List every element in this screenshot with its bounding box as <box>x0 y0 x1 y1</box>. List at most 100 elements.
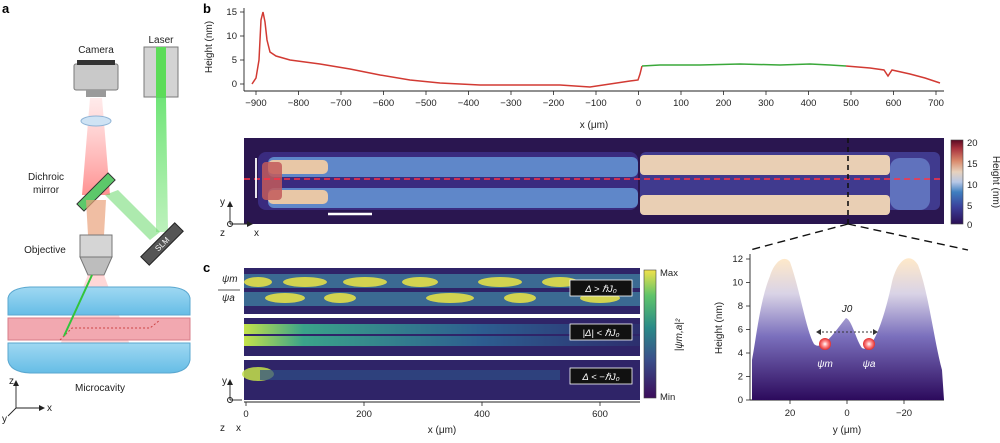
c-axis-x: x <box>236 423 241 434</box>
profile-xtick-label: 700 <box>928 98 944 109</box>
dichroic-label-1: Dichroic <box>28 172 64 183</box>
regime-label-2: |Δ| < ℏJ₀ <box>583 328 620 339</box>
profile-xtick-label: −900 <box>245 98 266 109</box>
axes-icon-b <box>227 201 253 227</box>
psi-a-spot <box>863 338 875 350</box>
cs-ytick-label: 10 <box>732 278 743 289</box>
field-strip-1 <box>244 268 640 314</box>
profile-xtick-label: 500 <box>843 98 859 109</box>
cs-ytick-label: 6 <box>738 325 743 336</box>
regime-label-2-box: |Δ| < ℏJ₀ <box>569 323 633 341</box>
regime-label-3-box: Δ < −ℏJ₀ <box>569 367 633 385</box>
cs-ytick-label: 2 <box>738 372 743 383</box>
profile-xlabel: x (μm) <box>580 120 609 131</box>
cs-xtick-label: −20 <box>896 408 912 419</box>
axes-icon-a <box>7 380 45 417</box>
cs-ytick-label: 8 <box>738 301 743 312</box>
map-axis-x: x <box>254 228 259 239</box>
laser-beam <box>156 97 168 232</box>
cs-ticks: 0 2 4 6 8 10 12 20 0 −20 <box>732 254 912 419</box>
profile-ytick-label: 10 <box>226 31 237 42</box>
panel-c-letter: c <box>203 260 210 275</box>
axis-z-label-a: z <box>9 376 14 387</box>
cb-tick-20: 20 <box>967 138 978 149</box>
field-cb-min: Min <box>660 392 675 403</box>
beam-to-objective <box>86 200 106 235</box>
axes-icon-c <box>227 379 242 403</box>
cs-ytick-label: 12 <box>732 254 743 265</box>
profile-curve-green <box>641 63 847 67</box>
height-colorbar-ticks: 20 15 10 5 0 <box>967 138 978 231</box>
cs-psi-m: ψm <box>817 359 833 370</box>
profile-ylabel: Height (nm) <box>204 21 215 73</box>
profile-ytick-label: 5 <box>232 55 237 66</box>
c-xtick-label: 400 <box>474 409 490 420</box>
c-xlabel: x (μm) <box>428 425 457 436</box>
height-map <box>244 138 944 224</box>
camera-label: Camera <box>78 45 114 56</box>
c-xtick-label: 0 <box>243 409 248 420</box>
panel-b: b Height (nm) x (μm) −900 −800 −700 −600 −50… <box>203 1 1000 251</box>
profile-curve-red-right <box>845 65 941 84</box>
laser-icon <box>143 46 179 98</box>
panel-a: a Camera Laser Dichroic mirror SLM <box>2 1 191 425</box>
cs-ytick-label: 4 <box>738 348 743 359</box>
camera-icon <box>73 60 119 97</box>
cs-xtick-label: 20 <box>785 408 796 419</box>
regime-label-1-box: Δ > ℏJ₀ <box>569 279 633 297</box>
profile-ytick-label: 0 <box>232 79 237 90</box>
zoom-line-right <box>847 223 969 251</box>
field-cb-max: Max <box>660 268 678 279</box>
psi-m-label: ψm <box>222 274 238 285</box>
profile-xtick-label: 400 <box>801 98 817 109</box>
profile-xtick-label: −500 <box>415 98 436 109</box>
profile-xtick-label: −400 <box>458 98 479 109</box>
c-xtick-label: 200 <box>356 409 372 420</box>
profile-xtick-label: −300 <box>500 98 521 109</box>
map-axis-z: z <box>220 228 225 239</box>
cb-tick-5: 5 <box>967 201 972 212</box>
panel-c: c <box>203 260 685 436</box>
panel-b-letter: b <box>203 1 211 16</box>
field-cb-label: |ψm,a|² <box>674 318 685 351</box>
cs-ytick-label: 0 <box>738 395 743 406</box>
profile-xtick-label: −200 <box>543 98 564 109</box>
cb-tick-0: 0 <box>967 220 972 231</box>
profile-xtick-label: −800 <box>288 98 309 109</box>
laser-label: Laser <box>148 35 174 46</box>
cross-section: J0 ψm ψa 0 2 4 6 8 10 12 20 0 −20 Height (nm) y (… <box>714 254 944 436</box>
profile-xtick-label: 600 <box>886 98 902 109</box>
objective-label: Objective <box>24 245 66 256</box>
axis-y-label-a: y <box>2 414 7 425</box>
height-colorbar-label: Height (nm) <box>990 156 1000 208</box>
profile-xtick-label: −600 <box>373 98 394 109</box>
psi-m-spot <box>819 338 831 350</box>
panel-a-letter: a <box>2 1 10 16</box>
cb-tick-15: 15 <box>967 159 978 170</box>
map-axis-y: y <box>220 197 225 208</box>
microcavity-label: Microcavity <box>75 383 125 394</box>
profile-ticks: −900 −800 −700 −600 −500 −400 −300 −200 −100 0 10 0… <box>226 7 944 109</box>
profile-xtick-label: −100 <box>585 98 606 109</box>
profile-xtick-label: 200 <box>716 98 732 109</box>
height-colorbar <box>950 139 964 225</box>
slm-beam <box>105 190 160 240</box>
lens-icon <box>80 115 112 127</box>
zoom-line-left <box>749 223 849 251</box>
coupling-label: J0 <box>841 304 853 315</box>
microcavity-icon <box>7 286 191 374</box>
c-axis-z: z <box>220 423 225 434</box>
dichroic-label-2: mirror <box>33 185 60 196</box>
profile-xtick-label: −700 <box>330 98 351 109</box>
c-axis-y: y <box>222 376 227 387</box>
c-xtick-label: 600 <box>592 409 608 420</box>
profile-xtick-label: 300 <box>758 98 774 109</box>
regime-label-1: Δ > ℏJ₀ <box>584 284 617 295</box>
regime-label-3: Δ < −ℏJ₀ <box>581 372 619 383</box>
c-x-ticks: 0 200 400 600 <box>243 402 608 420</box>
profile-xtick-label: 0 <box>636 98 641 109</box>
objective-icon <box>79 234 113 276</box>
profile-ytick-label: 15 <box>226 7 237 18</box>
cs-profile-fill <box>752 258 944 400</box>
